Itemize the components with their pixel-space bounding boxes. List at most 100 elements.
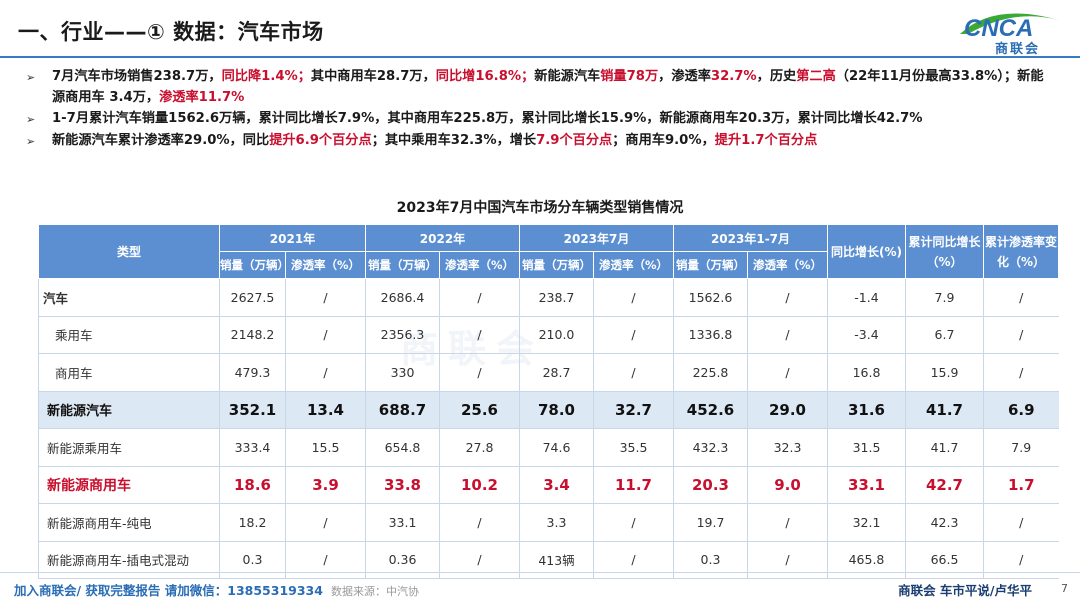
- table-cell: /: [593, 278, 674, 317]
- table-cell: 6.7: [905, 316, 984, 354]
- bullet-text-part: ；其中乘用车32.3%，增长: [371, 133, 537, 148]
- table-cell: 2627.5: [219, 278, 286, 317]
- table-cell: /: [983, 503, 1059, 542]
- bullet-arrow-icon: ➢: [26, 71, 36, 84]
- cum-yoy-header: 累计同比增长（%）: [905, 224, 984, 279]
- group-header-2023-ytd: 2023年1-7月: [673, 224, 828, 252]
- table-cell: /: [747, 316, 828, 354]
- table-cell: 15.5: [285, 428, 366, 467]
- bullet-text-part: 1-7月累计汽车销量1562.6万辆，累计同比增长7.9%，其中商用车225.8…: [52, 111, 923, 126]
- highlight-text: 提升1.7个百分点: [714, 133, 818, 148]
- table-cell: 16.8: [827, 353, 906, 392]
- page-number: 7: [1061, 582, 1068, 595]
- table-cell: 13.4: [285, 391, 366, 429]
- table-cell: 3.9: [285, 466, 366, 504]
- row-label: 新能源商用车: [38, 466, 220, 504]
- table-cell: 225.8: [673, 353, 748, 392]
- sub-header-penetration: 渗透率（%）: [747, 251, 828, 279]
- row-label: 商用车: [38, 353, 220, 392]
- table-row: 乘用车 2148.2/2356.3/210.0/1336.8/-3.4 6.7/: [38, 316, 1059, 354]
- type-header: 类型: [38, 224, 220, 279]
- table-cell: 330: [365, 353, 440, 392]
- table-cell: /: [747, 278, 828, 317]
- highlight-text: 同比降1.4%；: [221, 69, 311, 84]
- sales-table: 类型 2021年 2022年 2023年7月 2023年1-7月 同比增长(%)…: [38, 224, 1059, 579]
- table-cell: /: [439, 503, 520, 542]
- table-cell: /: [747, 353, 828, 392]
- bullet-text: 1-7月累计汽车销量1562.6万辆，累计同比增长7.9%，其中商用车225.8…: [52, 108, 1056, 130]
- table-cell: 28.7: [519, 353, 594, 392]
- sub-header-penetration: 渗透率（%）: [285, 251, 366, 279]
- highlight-text: 同比增16.8%；: [435, 69, 535, 84]
- table-cell: /: [285, 316, 366, 354]
- sub-header-penetration: 渗透率（%）: [593, 251, 674, 279]
- table-cell: 1336.8: [673, 316, 748, 354]
- table-cell: 10.2: [439, 466, 520, 504]
- table-cell: 20.3: [673, 466, 748, 504]
- table-cell: /: [983, 353, 1059, 392]
- table-cell: 32.3: [747, 428, 828, 467]
- table-cell: 32.7: [593, 391, 674, 429]
- table-cell: 2148.2: [219, 316, 286, 354]
- table-cell: 1562.6: [673, 278, 748, 317]
- table-cell: 32.1: [827, 503, 906, 542]
- cum-pen-header: 累计渗透率变化（%）: [983, 224, 1059, 279]
- table-cell: -3.4: [827, 316, 906, 354]
- bullet-arrow-icon: ➢: [26, 113, 36, 126]
- table-cell: /: [439, 316, 520, 354]
- footer-author: 商联会 车市平说/卢华平: [898, 583, 1032, 598]
- sub-header-sales: 销量（万辆）: [673, 251, 748, 279]
- group-header-2021: 2021年: [219, 224, 366, 252]
- table-cell: 238.7: [519, 278, 594, 317]
- row-label: 新能源汽车: [38, 391, 220, 429]
- sub-header-sales: 销量（万辆）: [219, 251, 286, 279]
- table-cell: /: [983, 278, 1059, 317]
- table-cell: 452.6: [673, 391, 748, 429]
- table-cell: /: [285, 503, 366, 542]
- table-cell: 2686.4: [365, 278, 440, 317]
- bullet-text: 7月汽车市场销售238.7万，同比降1.4%；其中商用车28.7万，同比增16.…: [52, 66, 1056, 108]
- table-cell: /: [285, 353, 366, 392]
- footer-contact-text: 加入商联会/ 获取完整报告 请加微信：13855319334: [14, 583, 323, 598]
- table-cell: 479.3: [219, 353, 286, 392]
- sub-header-sales: 销量（万辆）: [519, 251, 594, 279]
- table-cell: 7.9: [905, 278, 984, 317]
- table-cell: 33.1: [365, 503, 440, 542]
- logo-letters: CNCA: [964, 15, 1033, 42]
- row-label: 新能源乘用车: [38, 428, 220, 467]
- table-cell: -1.4: [827, 278, 906, 317]
- table-cell: 352.1: [219, 391, 286, 429]
- table-cell: 74.6: [519, 428, 594, 467]
- table-cell: /: [593, 353, 674, 392]
- table-cell: /: [285, 278, 366, 317]
- table-row: 新能源汽车 352.1 13.4 688.7 25.6 78.0 32.7 452.6 29.0…: [38, 391, 1059, 429]
- bullet-text-part: 新能源汽车: [534, 69, 601, 84]
- table-cell: 15.9: [905, 353, 984, 392]
- bullet-text-part: ；商用车9.0%，: [612, 133, 715, 148]
- footer-divider: [0, 572, 1080, 573]
- bullet-text-part: 7月汽车市场销售238.7万，: [52, 69, 222, 84]
- bullet-text: 新能源汽车累计渗透率29.0%，同比提升6.9个百分点；其中乘用车32.3%，增…: [52, 130, 1056, 152]
- table-cell: 210.0: [519, 316, 594, 354]
- table-row: 新能源商用车 18.6 3.9 33.8 10.2 3.4 11.7 20.3 9.0 33.1 4…: [38, 466, 1059, 504]
- table-cell: 42.7: [905, 466, 984, 504]
- yoy-header: 同比增长(%): [827, 224, 906, 279]
- sub-header-sales: 销量（万辆）: [365, 251, 440, 279]
- table-cell: 18.6: [219, 466, 286, 504]
- bullet-text-part: 其中商用车28.7万，: [310, 69, 436, 84]
- table-cell: /: [439, 278, 520, 317]
- table-cell: 25.6: [439, 391, 520, 429]
- table-cell: 33.8: [365, 466, 440, 504]
- table-cell: 35.5: [593, 428, 674, 467]
- summary-bullets: ➢ 7月汽车市场销售238.7万，同比降1.4%；其中商用车28.7万，同比增16…: [26, 66, 1056, 152]
- table-cell: 432.3: [673, 428, 748, 467]
- table-cell: 33.1: [827, 466, 906, 504]
- table-cell: 41.7: [905, 391, 984, 429]
- row-label: 汽车: [38, 278, 220, 317]
- bullet-item: ➢ 7月汽车市场销售238.7万，同比降1.4%；其中商用车28.7万，同比增16…: [26, 66, 1056, 108]
- table-cell: 18.2: [219, 503, 286, 542]
- highlight-text: 32.7%: [710, 69, 757, 84]
- bullet-item: ➢ 新能源汽车累计渗透率29.0%，同比提升6.9个百分点；其中乘用车32.3%，…: [26, 130, 1056, 152]
- footer-source: 数据来源：中汽协: [330, 585, 419, 598]
- table-cell: 42.3: [905, 503, 984, 542]
